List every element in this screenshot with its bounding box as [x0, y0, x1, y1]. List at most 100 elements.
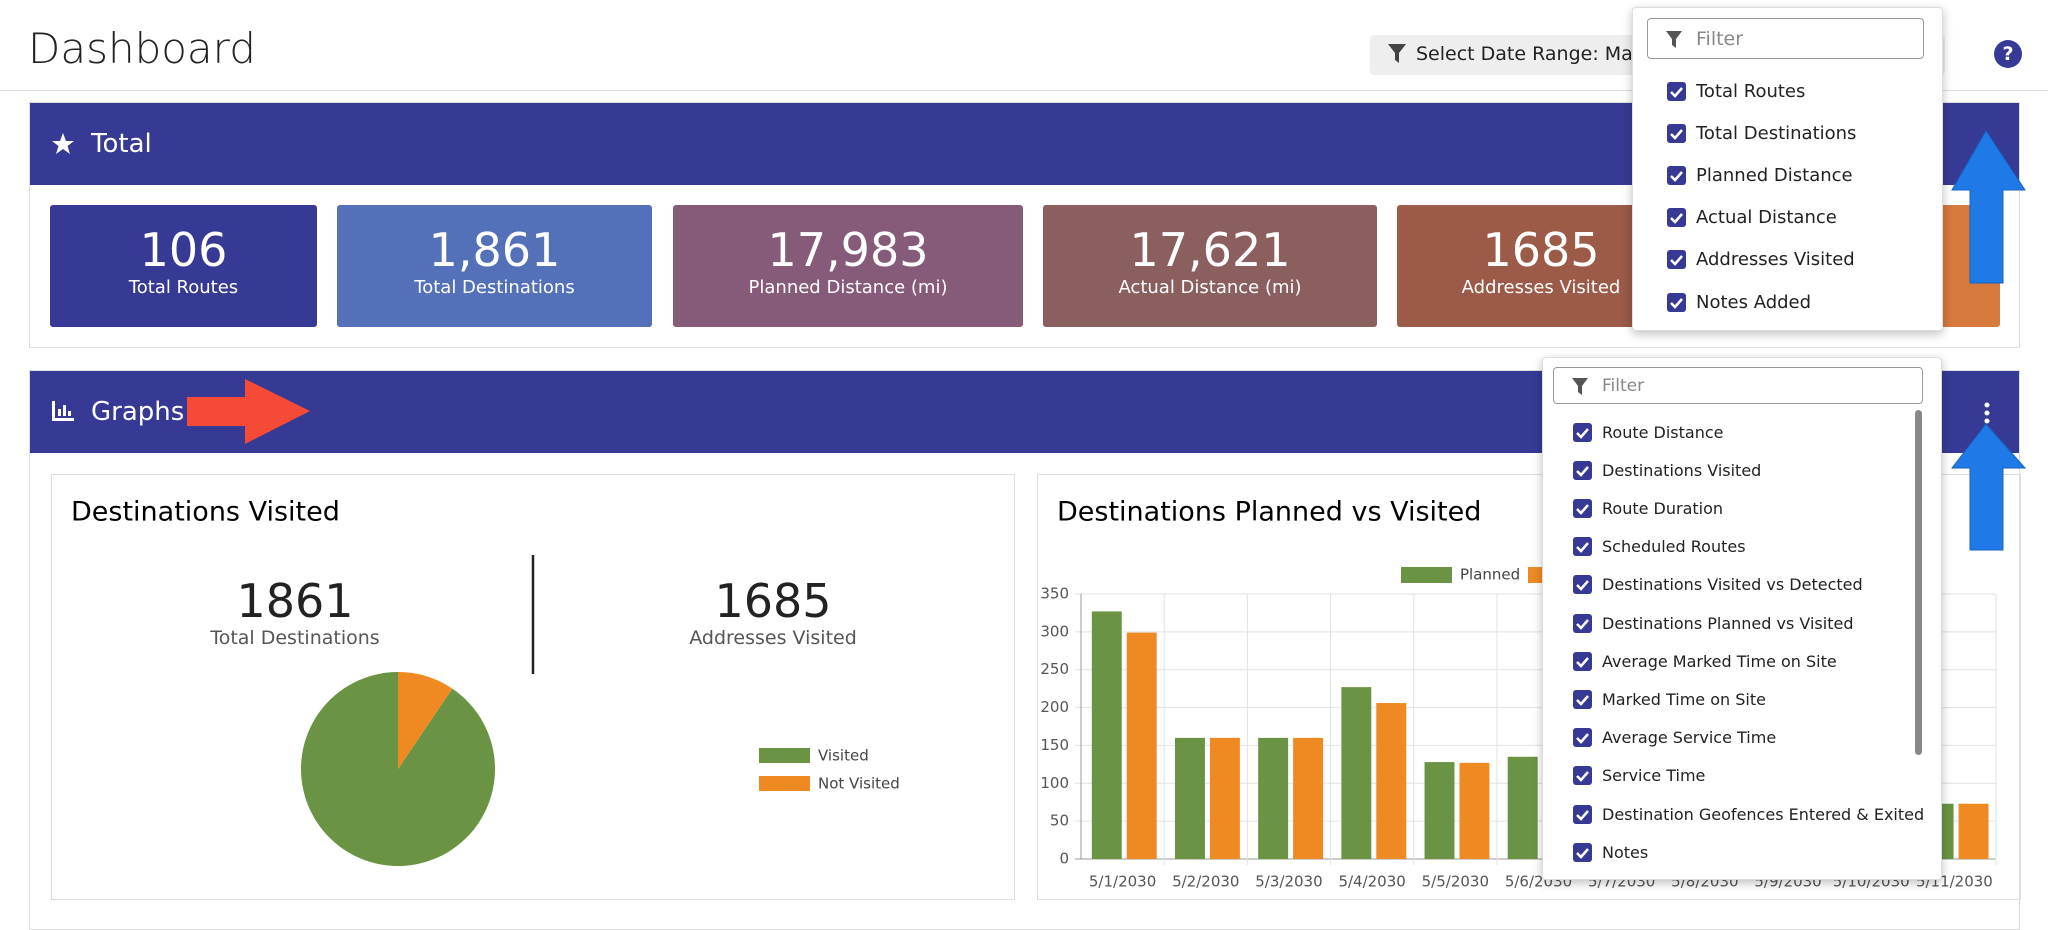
- filter-input[interactable]: Filter: [1647, 18, 1924, 59]
- menu-item[interactable]: Notes Added: [1633, 290, 1942, 314]
- card-label: Actual Distance (mi): [1118, 277, 1302, 298]
- y-tick-label: 350: [1040, 585, 1069, 603]
- menu-item[interactable]: Addresses Visited: [1633, 248, 1942, 272]
- item-label: Planned Distance: [1696, 164, 1853, 186]
- y-tick-label: 300: [1040, 622, 1069, 640]
- card-label: Addresses Visited: [1461, 277, 1621, 298]
- bar: [1341, 687, 1372, 859]
- y-tick-label: 200: [1040, 698, 1069, 716]
- menu-item[interactable]: Average Marked Time on Site: [1543, 649, 1941, 673]
- y-tick-label: 100: [1040, 774, 1069, 792]
- legend-label: Not Visited: [818, 775, 900, 793]
- check-mark: [1670, 171, 1683, 182]
- menu-item[interactable]: Destinations Visited vs Detected: [1543, 573, 1941, 597]
- check-mark: [1576, 847, 1589, 859]
- check: [1576, 695, 1589, 706]
- filter-shape: [1666, 30, 1682, 48]
- card-label: Planned Distance (mi): [748, 277, 948, 298]
- check: [1576, 504, 1589, 515]
- page-title: Dashboard: [28, 24, 256, 73]
- stat-card: 1,861 Total Destinations: [337, 205, 652, 327]
- item-label: Scheduled Routes: [1602, 537, 1746, 557]
- bar: [1209, 737, 1240, 859]
- check-mark: [1576, 656, 1589, 668]
- checkbox: [1573, 498, 1592, 518]
- menu-item[interactable]: Destinations Planned vs Visited: [1543, 611, 1941, 635]
- checkbox: [1573, 842, 1592, 862]
- blue-arrow: [1951, 130, 2026, 284]
- checkbox: [1573, 766, 1592, 786]
- check: [1670, 213, 1683, 224]
- check-mark: [1576, 465, 1589, 477]
- stat-card: 106 Total Routes: [50, 205, 317, 327]
- check: [1576, 809, 1589, 821]
- item-label: Average Service Time: [1602, 728, 1777, 748]
- stat-value: 1861: [236, 574, 354, 628]
- filter-input[interactable]: Filter: [1553, 367, 1923, 404]
- check-mark: [1670, 213, 1683, 224]
- y-tick-label: 50: [1050, 812, 1069, 830]
- menu-item[interactable]: Notes: [1543, 840, 1941, 864]
- item-label: Destinations Visited vs Detected: [1602, 575, 1863, 595]
- bar: [1174, 737, 1205, 859]
- kebab[interactable]: [1982, 401, 1992, 425]
- check-mark: [1670, 297, 1683, 309]
- red-arrow: [187, 379, 310, 444]
- menu-item[interactable]: Average Service Time: [1543, 726, 1941, 750]
- check-mark: [1576, 427, 1589, 439]
- check-mark: [1576, 504, 1589, 515]
- item-label: Destination Geofences Entered & Exited: [1602, 804, 1925, 824]
- x-tick-label: 5/2/2030: [1172, 873, 1239, 891]
- checkbox: [1667, 123, 1686, 143]
- check: [1670, 297, 1683, 309]
- help[interactable]: ?: [1994, 40, 2022, 68]
- visited-stat: 1861 Total Destinations: [95, 575, 495, 649]
- check: [1576, 427, 1589, 439]
- item-label: Total Destinations: [1696, 122, 1857, 144]
- legend-swatch: [1401, 567, 1452, 583]
- x-tick-label: 5/1/2030: [1089, 873, 1156, 891]
- checkbox: [1667, 81, 1686, 101]
- filter-placeholder: Filter: [1602, 375, 1645, 396]
- menu-item[interactable]: Planned Distance: [1633, 163, 1942, 187]
- menu-item[interactable]: Actual Distance: [1633, 206, 1942, 230]
- item-label: Destinations Planned vs Visited: [1602, 613, 1854, 633]
- check: [1670, 171, 1683, 182]
- check: [1576, 771, 1589, 783]
- menu-item[interactable]: Route Duration: [1543, 496, 1941, 520]
- item-label: Addresses Visited: [1696, 249, 1855, 271]
- bar: [1126, 632, 1157, 859]
- checkbox: [1667, 165, 1686, 185]
- legend-swatch: [759, 776, 810, 791]
- filter-icon: [1666, 30, 1682, 48]
- menu-item[interactable]: Destination Geofences Entered & Exited: [1543, 802, 1941, 826]
- menu-item[interactable]: Destinations Visited: [1543, 458, 1941, 482]
- menu-item[interactable]: Route Distance: [1543, 420, 1941, 444]
- item-label: Service Time: [1602, 766, 1706, 786]
- menu-item[interactable]: Service Time: [1543, 764, 1941, 788]
- check-mark: [1670, 128, 1683, 140]
- bar: [1293, 737, 1324, 859]
- checkbox: [1667, 250, 1686, 270]
- menu-item[interactable]: Total Destinations: [1633, 121, 1942, 145]
- check: [1576, 542, 1589, 553]
- check-mark: [1670, 86, 1683, 98]
- menu-item[interactable]: Scheduled Routes: [1543, 535, 1941, 559]
- total-title: Total: [91, 129, 152, 159]
- filter-placeholder: Filter: [1696, 27, 1744, 50]
- menu-item[interactable]: Total Routes: [1633, 79, 1942, 103]
- check: [1670, 255, 1683, 267]
- card-value: 1,861: [428, 223, 561, 277]
- check-mark: [1576, 771, 1589, 783]
- item-label: Notes: [1602, 842, 1649, 862]
- checkbox: [1573, 422, 1592, 442]
- graphs-title: Graphs: [91, 397, 185, 427]
- x-tick-label: 5/3/2030: [1255, 873, 1322, 891]
- checkbox: [1573, 804, 1592, 824]
- checkbox: [1573, 689, 1592, 709]
- legend-swatch: [759, 748, 810, 763]
- menu-item[interactable]: Marked Time on Site: [1543, 687, 1941, 711]
- check-mark: [1576, 695, 1589, 706]
- item-label: Average Marked Time on Site: [1602, 651, 1837, 671]
